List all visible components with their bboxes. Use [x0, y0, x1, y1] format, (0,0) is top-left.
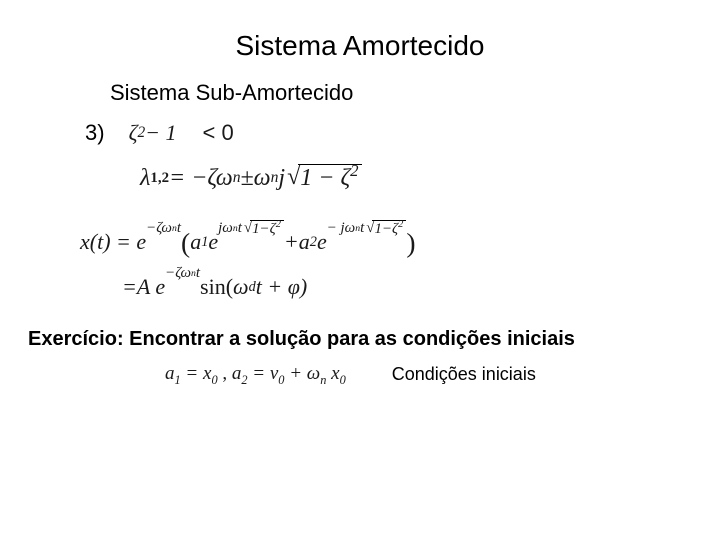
xt-row-2: = A e −ζωnt sin( ωd t + φ)	[122, 274, 720, 300]
minus-one: − 1	[145, 120, 176, 146]
ic-eq2: = v	[252, 363, 278, 384]
xt-lhs: x(t) = e	[80, 229, 146, 255]
initial-conditions-formula: a1 = x0 , a2 = v0 + ωn x0	[165, 363, 346, 385]
paren-close: )	[406, 227, 415, 259]
ic-plus: +	[289, 363, 307, 384]
times-j: j	[278, 165, 285, 192]
rad-s2-exp: 2	[398, 219, 403, 230]
exp2-t: t	[196, 265, 200, 282]
radicand-s2: 1−ζ2	[372, 220, 406, 238]
ic-s0a: 0	[211, 373, 217, 387]
t-plus-phi: t + φ)	[256, 274, 307, 300]
ic-eq1: = x	[185, 363, 211, 384]
rad-s1-exp: 2	[276, 219, 281, 230]
e2: e	[317, 229, 327, 255]
exp-envelope-2: −ζωnt	[165, 265, 200, 282]
zeta-symbol: ζ	[129, 120, 138, 146]
ic-s0b: 0	[278, 373, 284, 387]
sqrt-group: √ 1 − ζ2	[287, 164, 361, 192]
exp-positive: jωnt √ 1−ζ2	[218, 220, 284, 238]
ic-a1: a	[165, 363, 175, 384]
xt-row-1: x(t) = e −ζωnt ( a1 e jωnt √ 1−ζ2 + a2 e…	[80, 226, 720, 258]
radicand-body: 1 − ζ	[300, 165, 350, 191]
section-subtitle: Sistema Sub-Amortecido	[110, 80, 720, 106]
condition-row: 3) ζ2 − 1 < 0	[85, 120, 720, 146]
lambda-formula: λ1,2 = − ζωn ± ωn j √ 1 − ζ2	[140, 164, 720, 192]
A-e: A e	[137, 274, 165, 300]
plus-minus: ±	[240, 165, 253, 192]
less-than-zero: < 0	[203, 120, 234, 146]
exp-neg-t: t	[360, 220, 364, 237]
exp-pos-t: t	[238, 220, 242, 237]
radicand-s1: 1−ζ2	[250, 220, 284, 238]
ic-s0c: 0	[340, 373, 346, 387]
initial-conditions-row: a1 = x0 , a2 = v0 + ωn x0 Condições inic…	[165, 363, 720, 385]
ic-a2: a	[232, 363, 242, 384]
exp-envelope: −ζωnt	[146, 220, 181, 237]
exp2-neg-zeta-omega: −ζω	[165, 265, 191, 282]
exp-negative: − jωnt √ 1−ζ2	[327, 220, 407, 238]
rad-s1-body: 1−ζ	[252, 221, 276, 237]
a1: a	[190, 229, 201, 255]
sqrt-small-2: √ 1−ζ2	[366, 220, 406, 238]
exercise-text: Exercício: Encontrar a solução para as c…	[28, 328, 720, 351]
equals-neg: = −	[169, 165, 207, 192]
ic-comma: ,	[222, 363, 232, 384]
ic-s1: 1	[175, 373, 181, 387]
radicand-exp: 2	[350, 161, 358, 180]
radicand: 1 − ζ2	[298, 164, 361, 192]
eq2: =	[122, 274, 137, 300]
page-title: Sistema Amortecido	[0, 0, 720, 80]
sqrt-small-1: √ 1−ζ2	[244, 220, 284, 238]
paren-open: (	[181, 227, 190, 259]
plus: +	[284, 229, 299, 255]
zeta-squared-minus-1: ζ2 − 1 < 0	[129, 120, 234, 146]
item-number: 3)	[85, 120, 105, 146]
lambda-symbol: λ	[140, 165, 150, 192]
ic-n: n	[320, 373, 326, 387]
omega: ω	[254, 165, 271, 192]
ic-omega: ω	[307, 363, 320, 384]
j-omega: jω	[218, 220, 233, 237]
solution-block: x(t) = e −ζωnt ( a1 e jωnt √ 1−ζ2 + a2 e…	[80, 226, 720, 300]
exp-neg-zeta-omega: −ζω	[146, 220, 172, 237]
sin-open: sin(	[200, 274, 233, 300]
rad-s2-body: 1−ζ	[374, 221, 398, 237]
ic-s2: 2	[241, 373, 247, 387]
initial-conditions-label: Condições iniciais	[392, 364, 536, 385]
lambda-equation-row: λ1,2 = − ζωn ± ωn j √ 1 − ζ2	[140, 164, 720, 192]
omega-d: ω	[233, 274, 249, 300]
e1: e	[208, 229, 218, 255]
a2: a	[299, 229, 310, 255]
zeta-omega: ζω	[207, 165, 232, 192]
neg-j-omega: − jω	[327, 220, 356, 237]
ic-x: x	[331, 363, 339, 384]
